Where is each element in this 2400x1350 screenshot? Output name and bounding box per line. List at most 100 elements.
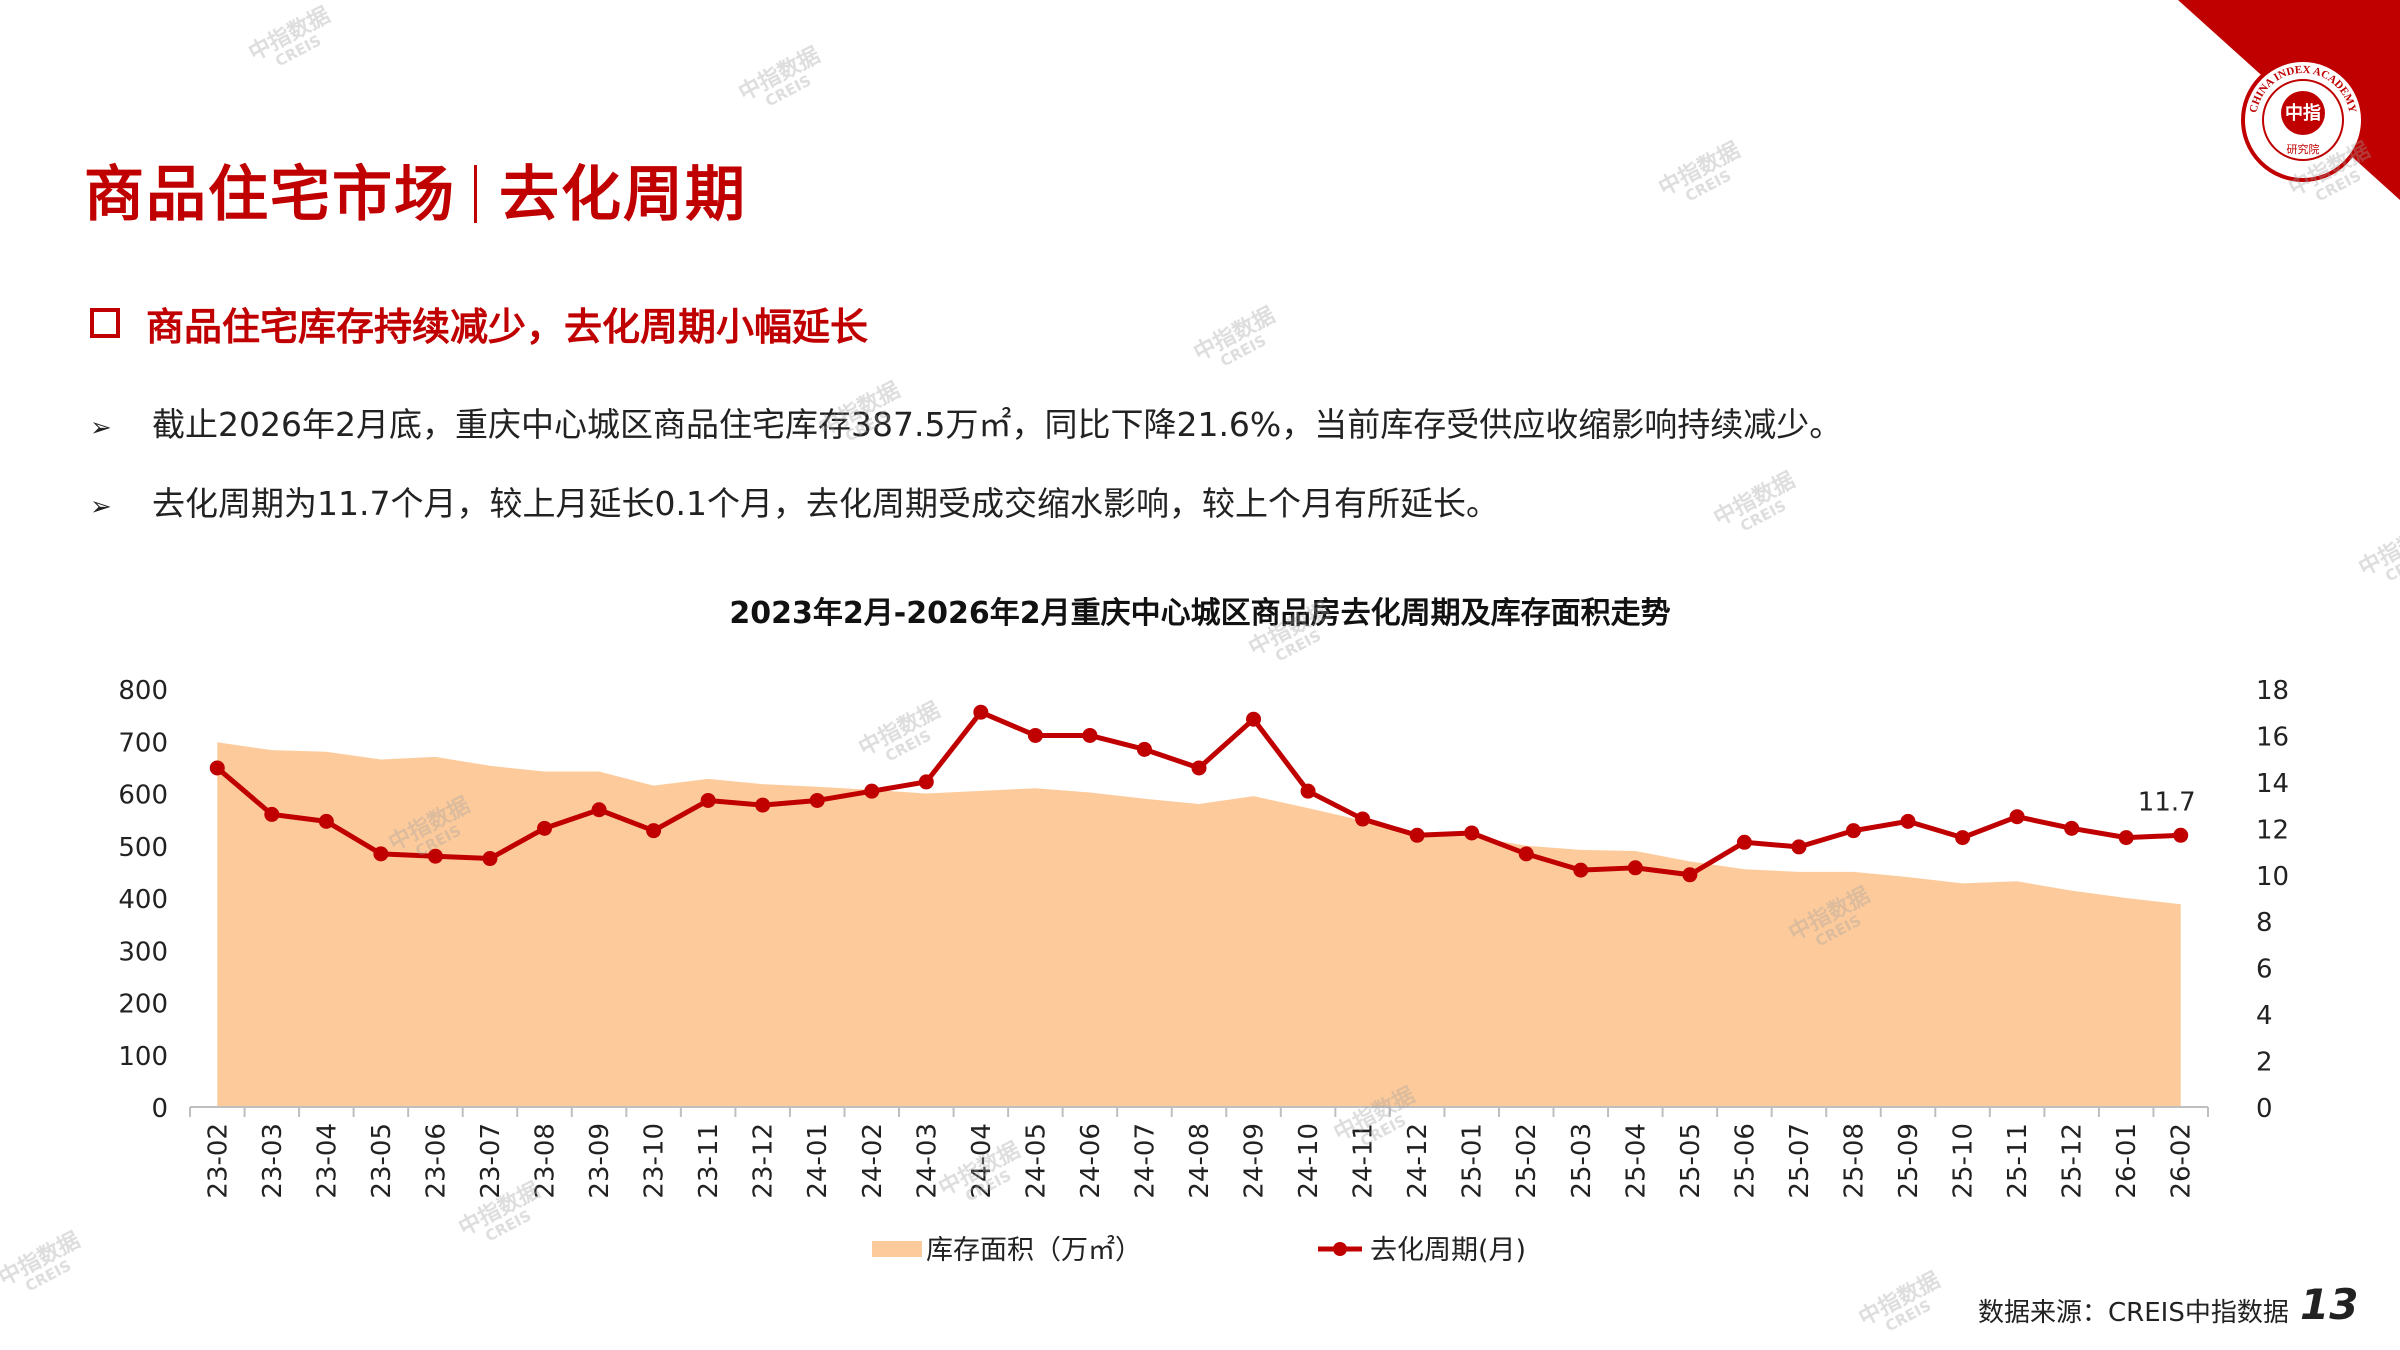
x-tick-label: 25-06 [1730,1123,1760,1199]
page-title-main: 商品住宅市场 [84,160,456,230]
x-tick-label: 25-02 [1512,1123,1542,1199]
y-left-tick-label: 700 [118,728,168,758]
x-tick-label: 24-02 [858,1123,888,1199]
title-divider [474,165,477,223]
turnover-period-point [2118,830,2134,846]
x-tick-label: 24-12 [1403,1123,1433,1199]
x-tick-label: 26-01 [2112,1123,2142,1199]
turnover-period-point [591,802,607,818]
y-right-tick-label: 4 [2256,1001,2273,1031]
china-index-academy-logo: CHINA INDEX ACADEMY 中指 研究院 [2241,58,2365,182]
legend-swatch-inventory [872,1241,922,1257]
turnover-period-point [1246,711,1262,727]
turnover-period-point [537,820,553,836]
x-tick-label: 25-09 [1894,1123,1924,1199]
x-tick-label: 24-05 [1021,1123,1051,1199]
turnover-period-point [427,848,443,864]
turnover-period-point [700,792,716,808]
y-left-tick-label: 0 [151,1094,168,1124]
turnover-period-point [918,774,934,790]
turnover-period-point [1573,862,1589,878]
x-tick-label: 23-02 [203,1123,233,1199]
chart-title: 2023年2月-2026年2月重庆中心城区商品房去化周期及库存面积走势 [729,596,1671,631]
turnover-period-point [1791,839,1807,855]
section-heading: 商品住宅库存持续减少，去化周期小幅延长 [90,296,868,351]
y-right-tick-label: 0 [2256,1094,2273,1124]
arrow-bullet-icon: ➢ [90,492,112,522]
turnover-period-point [1518,846,1534,862]
bullet-text: 去化周期为11.7个月，较上月延长0.1个月，去化周期受成交缩水影响，较上个月有… [152,484,1499,523]
y-left-tick-label: 200 [118,990,168,1020]
x-tick-label: 23-08 [531,1123,561,1199]
x-tick-label: 23-06 [421,1123,451,1199]
x-tick-label: 23-07 [476,1123,506,1199]
x-tick-label: 25-05 [1676,1123,1706,1199]
svg-text:研究院: 研究院 [2287,142,2320,156]
legend-label-turnover: 去化周期(月) [1370,1235,1526,1266]
x-tick-label: 25-12 [2058,1123,2088,1199]
bullet-item: ➢ 去化周期为11.7个月，较上月延长0.1个月，去化周期受成交缩水影响，较上个月… [90,477,1499,525]
bullet-text: 截止2026年2月底，重庆中心城区商品住宅库存387.5万㎡，同比下降21.6%… [152,405,1843,444]
turnover-period-point [1355,811,1371,827]
turnover-period-point [2064,820,2080,836]
bullet-item: ➢ 截止2026年2月底，重庆中心城区商品住宅库存387.5万㎡，同比下降21.6… [90,398,1842,446]
y-right-tick-label: 10 [2256,862,2289,892]
legend-marker-turnover [1333,1242,1347,1256]
x-tick-label: 25-04 [1621,1123,1651,1199]
y-left-tick-label: 400 [118,885,168,915]
turnover-period-point [1736,834,1752,850]
x-tick-label: 23-04 [312,1123,342,1199]
y-left-tick-label: 800 [118,676,168,706]
x-tick-label: 24-09 [1240,1123,1270,1199]
page-title: 商品住宅市场 去化周期 [84,146,747,233]
x-tick-label: 26-02 [2167,1123,2197,1199]
turnover-period-point [809,792,825,808]
x-tick-label: 25-07 [1785,1123,1815,1199]
turnover-period-point [646,823,662,839]
y-right-tick-label: 2 [2256,1048,2273,1078]
turnover-period-point [264,806,280,822]
turnover-period-point [1191,760,1207,776]
y-right-tick-label: 16 [2256,722,2289,752]
turnover-period-point [1900,813,1916,829]
turnover-period-point [1845,823,1861,839]
x-tick-label: 24-11 [1349,1123,1379,1199]
page-number: 13 [2300,1280,2359,1329]
x-tick-label: 23-05 [367,1123,397,1199]
x-tick-label: 23-03 [258,1123,288,1199]
y-right-tick-label: 8 [2256,908,2273,938]
section-heading-text: 商品住宅库存持续减少，去化周期小幅延长 [146,305,869,349]
y-left-tick-label: 100 [118,1042,168,1072]
y-left-tick-label: 600 [118,781,168,811]
inventory-area-series [217,742,2181,1107]
y-right-tick-label: 12 [2256,815,2289,845]
x-tick-label: 23-10 [640,1123,670,1199]
x-tick-label: 24-08 [1185,1123,1215,1199]
x-tick-label: 24-06 [1076,1123,1106,1199]
turnover-period-point [973,704,989,720]
turnover-period-point [1027,727,1043,743]
x-tick-label: 24-04 [967,1123,997,1199]
y-right-tick-label: 18 [2256,676,2289,706]
turnover-period-point [1136,741,1152,757]
x-tick-label: 25-10 [1949,1123,1979,1199]
x-tick-label: 23-11 [694,1123,724,1199]
turnover-period-point [864,783,880,799]
x-tick-label: 25-03 [1567,1123,1597,1199]
data-source: 数据来源：CREIS中指数据 [1978,1298,2289,1328]
turnover-period-point [373,846,389,862]
turnover-period-point [2173,827,2189,843]
x-tick-label: 25-08 [1839,1123,1869,1199]
x-tick-label: 25-01 [1458,1123,1488,1199]
x-tick-label: 23-12 [749,1123,779,1199]
turnover-period-point [1409,827,1425,843]
svg-text:中指: 中指 [2285,102,2321,124]
arrow-bullet-icon: ➢ [90,413,112,443]
turnover-period-point [1464,825,1480,841]
turnover-period-point [1682,867,1698,883]
turnover-period-point [1627,860,1643,876]
x-tick-label: 24-07 [1130,1123,1160,1199]
y-right-tick-label: 6 [2256,955,2273,985]
turnover-period-point [1955,830,1971,846]
checkbox-square-icon [90,308,120,338]
